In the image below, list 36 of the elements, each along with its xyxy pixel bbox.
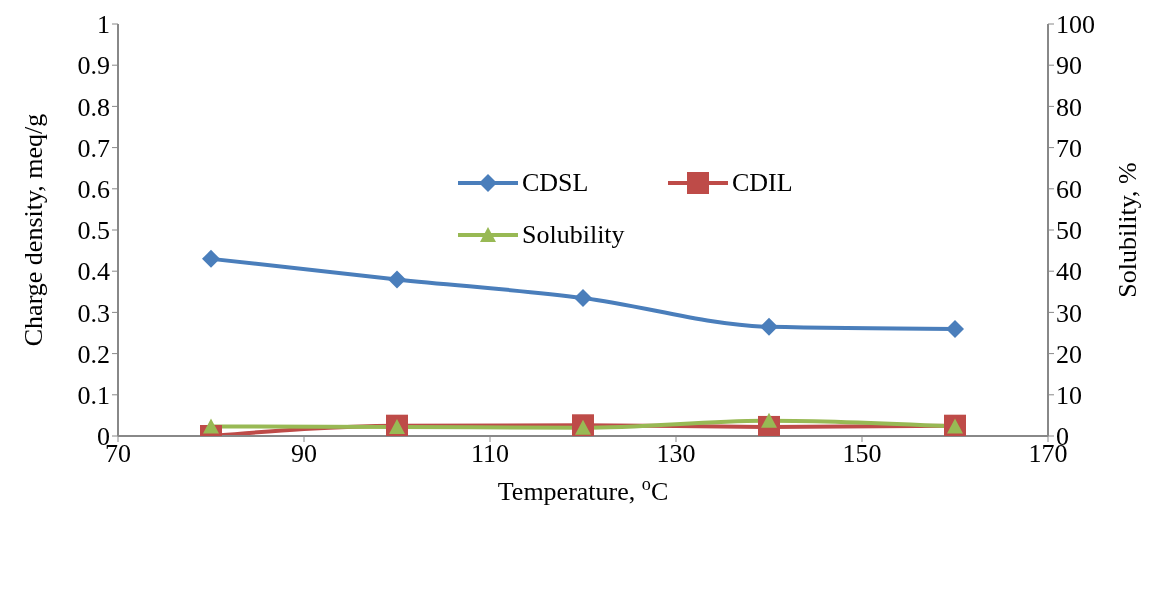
point (202, 249, 220, 268)
y-tick-label: 0.1 (77, 381, 110, 411)
point (760, 317, 778, 336)
y2-axis-title: Solubility, % (1113, 162, 1142, 298)
y2-tick-label: 30 (1056, 298, 1082, 328)
y2-tick-label: 50 (1056, 216, 1082, 246)
legend-label: CDSL (522, 168, 589, 198)
y2-tick-label: 80 (1056, 92, 1082, 122)
y2-tick-label: 90 (1056, 51, 1082, 81)
y-axis-title: Charge density, meq/g (19, 113, 48, 347)
y-tick-label: 0.7 (77, 133, 110, 163)
x-axis-title: Temperature, $^{o}$C (497, 474, 669, 506)
point (574, 288, 592, 307)
x-tick-label: 130 (656, 439, 696, 469)
y2-tick-label: 10 (1056, 381, 1082, 411)
y-tick-label: 1 (97, 10, 110, 40)
y-tick-label: 0.6 (77, 175, 110, 205)
x-tick-label: 90 (291, 439, 317, 469)
y2-tick-label: 100 (1056, 10, 1095, 40)
y-tick-label: 0.2 (77, 339, 110, 369)
y-tick-label: 0.3 (77, 298, 110, 328)
legend-label: CDIL (732, 168, 793, 198)
x-tick-label: 110 (470, 439, 510, 469)
point (203, 418, 219, 434)
y2-tick-label: 70 (1056, 133, 1082, 163)
y2-tick-label: 40 (1056, 257, 1082, 287)
y-tick-label: 0.9 (77, 51, 110, 81)
point (388, 270, 406, 289)
y-tick-label: 0.5 (77, 216, 110, 246)
y-tick-label: 0.4 (77, 257, 110, 287)
legend-label: Solubility (522, 220, 625, 250)
y2-tick-label: 60 (1056, 175, 1082, 205)
x-tick-label: 150 (842, 439, 882, 469)
y-tick-label: 0.8 (77, 92, 110, 122)
y2-tick-label: 20 (1056, 339, 1082, 369)
point (946, 319, 964, 338)
